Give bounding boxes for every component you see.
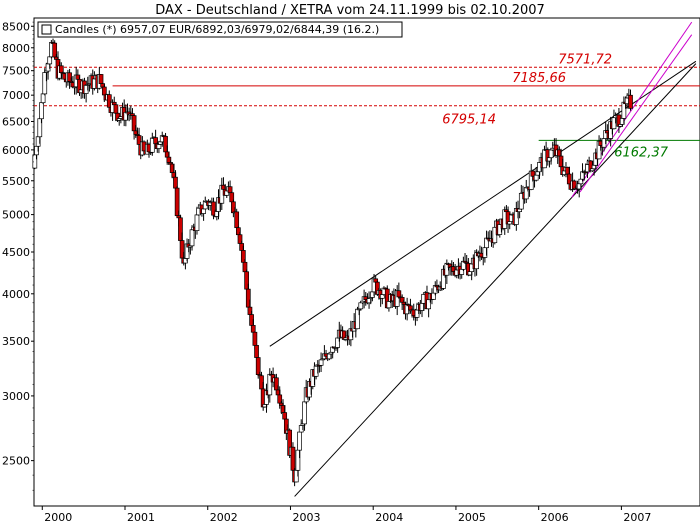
y-tick-label: 4500 bbox=[2, 246, 30, 259]
candle-body bbox=[290, 446, 296, 471]
candle-body bbox=[318, 359, 324, 366]
candle-body bbox=[628, 94, 633, 109]
legend-box bbox=[37, 21, 403, 38]
y-tick-label: 4000 bbox=[2, 288, 30, 301]
y-axis: 2500 3000 3500 4000 4500 5000 5500 6000 6500 7000… bbox=[2, 20, 34, 491]
x-tick-label: 2003 bbox=[292, 511, 320, 524]
candle-body bbox=[252, 331, 258, 346]
candle-body bbox=[98, 74, 104, 84]
level-labels: 7571,72 7185,66 6795,14 6162,37 bbox=[442, 52, 668, 160]
candles bbox=[32, 38, 633, 487]
y-tick-label: 5500 bbox=[2, 175, 30, 188]
level-label: 6795,14 bbox=[442, 113, 496, 128]
y-tick-label: 7000 bbox=[2, 89, 30, 102]
y-tick-label: 2500 bbox=[2, 455, 30, 468]
x-axis: 2000 2001 2002 2003 2004 2005 2006 2007 bbox=[41, 506, 651, 524]
legend-text: Candles (*) 6957,07 EUR/6892,03/6979,02/… bbox=[55, 23, 379, 36]
candle-body bbox=[302, 401, 307, 425]
legend-candle-icon bbox=[41, 24, 52, 35]
legend: Candles (*) 6957,07 EUR/6892,03/6979,02/… bbox=[37, 21, 403, 38]
y-tick-label: 8500 bbox=[2, 20, 30, 33]
x-tick-label: 2007 bbox=[623, 511, 651, 524]
x-tick-label: 2001 bbox=[127, 511, 155, 524]
level-label: 7185,66 bbox=[512, 71, 566, 86]
trend-line bbox=[294, 63, 697, 497]
candle-body bbox=[507, 221, 513, 225]
candle-body bbox=[201, 208, 206, 214]
y-tick-label: 7500 bbox=[2, 65, 30, 78]
candle-body bbox=[189, 229, 195, 247]
candle-body bbox=[254, 345, 259, 358]
candle-body bbox=[533, 174, 539, 181]
candle-body bbox=[282, 412, 288, 420]
x-tick-label: 2004 bbox=[375, 511, 403, 524]
candle-body bbox=[156, 144, 162, 149]
y-tick-label: 3500 bbox=[2, 335, 30, 348]
candle-body bbox=[548, 149, 554, 159]
x-tick-label: 2005 bbox=[458, 511, 486, 524]
candle-body bbox=[297, 431, 302, 451]
y-tick-label: 3000 bbox=[2, 390, 30, 403]
candle-body bbox=[396, 290, 402, 298]
level-label: 7571,72 bbox=[558, 52, 612, 67]
y-tick-label: 5000 bbox=[2, 209, 30, 222]
y-tick-label: 6000 bbox=[2, 144, 30, 157]
candle-body bbox=[250, 325, 256, 333]
trend-line bbox=[579, 34, 693, 193]
level-label: 6162,37 bbox=[614, 145, 668, 160]
y-tick-label: 8000 bbox=[2, 42, 30, 55]
x-tick-label: 2000 bbox=[44, 511, 72, 524]
level-lines bbox=[34, 66, 700, 141]
plot-area bbox=[33, 17, 700, 507]
chart-title: DAX - Deutschland / XETRA vom 24.11.1999… bbox=[155, 3, 545, 18]
candle-body bbox=[113, 104, 119, 114]
candle-body bbox=[39, 102, 44, 120]
y-tick-label: 6500 bbox=[2, 115, 30, 128]
x-tick-label: 2006 bbox=[541, 511, 569, 524]
candle-body bbox=[194, 214, 200, 231]
candle-body bbox=[234, 211, 240, 229]
x-tick-label: 2002 bbox=[210, 511, 238, 524]
